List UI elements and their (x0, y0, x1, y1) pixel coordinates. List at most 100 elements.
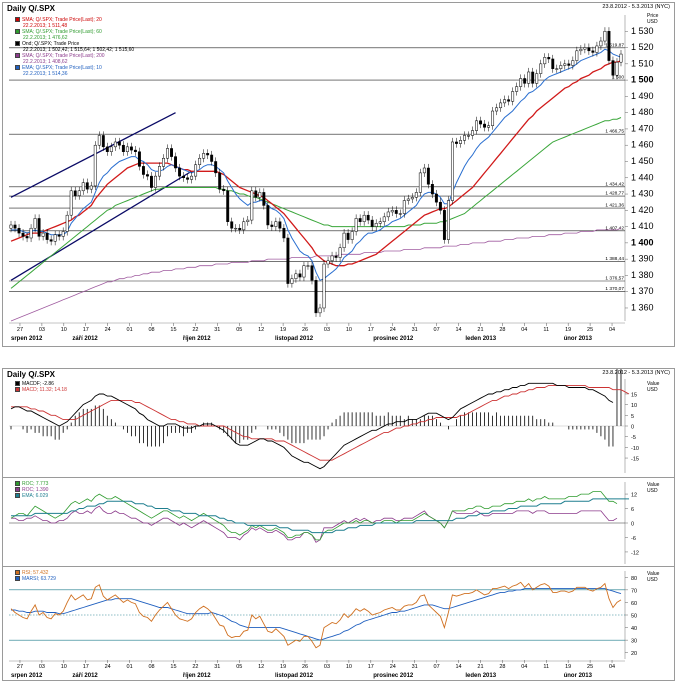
legend-entry: EMA; 6.029 (15, 493, 48, 499)
candle-body (338, 247, 342, 258)
x-tick-label: 14 (455, 327, 461, 333)
candle-body (190, 175, 194, 180)
roc-y-tick-label: -12 (631, 550, 639, 556)
roc-purple-line (11, 505, 618, 543)
candle-body (583, 47, 587, 50)
candle-body (603, 31, 607, 42)
x-tick-label: 10 (61, 327, 67, 333)
candle-body (162, 157, 165, 167)
candle-body (326, 260, 330, 265)
rsi-y-tick-label: 80 (631, 576, 637, 582)
candle-body (77, 190, 81, 196)
sma20-line (10, 59, 622, 267)
candle-body (210, 154, 214, 162)
x-tick-label: 24 (105, 664, 111, 670)
candle-body (286, 237, 290, 284)
x-month-label: únor 2013 (564, 673, 593, 679)
x-tick-label: 10 (346, 664, 352, 670)
candle-body (266, 205, 270, 226)
x-tick-label: 22 (192, 664, 198, 670)
candle-body (250, 190, 254, 221)
candle-body (37, 218, 41, 237)
candle-body (69, 190, 73, 216)
legend-swatch (15, 576, 20, 581)
candle-body (511, 91, 515, 102)
candle-body (402, 200, 406, 214)
candle-body (97, 135, 101, 146)
candle-body (290, 278, 294, 284)
x-tick-label: 15 (170, 664, 176, 670)
candle-body (611, 60, 615, 76)
candle-body (559, 65, 563, 69)
x-month-label: září 2012 (72, 673, 98, 679)
candle-body (113, 141, 117, 148)
roc-y-tick-label: 6 (631, 507, 634, 513)
x-tick-label: 17 (83, 664, 89, 670)
macd-y-tick-label: -10 (631, 446, 639, 452)
macd-line (10, 382, 614, 470)
candle-body (587, 47, 591, 52)
x-tick-label: 28 (499, 327, 505, 333)
candle-body (137, 151, 141, 167)
candle-body (495, 107, 499, 112)
candle-body (254, 190, 258, 198)
legend-swatch (15, 41, 20, 46)
x-tick-label: 31 (214, 327, 220, 333)
x-tick-label: 19 (280, 664, 286, 670)
price-y-tick-label: 1 450 (631, 156, 654, 166)
macd-signal-line (11, 384, 630, 461)
candle-body (491, 110, 495, 126)
horizontal-level-label: 1 519,87 (605, 42, 624, 48)
candle-body (242, 221, 246, 231)
candle-body (17, 227, 21, 234)
horizontal-level-label: 1 376,57 (605, 276, 624, 282)
candle-body (394, 210, 398, 214)
x-tick-label: 12 (258, 664, 264, 670)
rsi-y-tick-label: 70 (631, 588, 637, 594)
x-tick-label: 31 (412, 327, 418, 333)
x-tick-label: 15 (170, 327, 176, 333)
x-tick-label: 04 (609, 327, 615, 333)
candle-body (29, 227, 33, 239)
roc-axis-unit: USD (647, 488, 658, 494)
legend-swatch (15, 387, 20, 392)
horizontal-level-label: 1 434,42 (605, 181, 624, 187)
candle-body (426, 167, 430, 185)
candle-body (109, 146, 113, 152)
rsi-y-tick-label: 40 (631, 626, 637, 632)
legend-swatch (15, 481, 20, 486)
candle-body (579, 48, 583, 52)
price-y-tick-label: 1 510 (631, 58, 654, 68)
legend-entry: SMA; Q/.SPX; Trade Price(Last); 20 (15, 17, 134, 23)
candle-body (450, 141, 454, 201)
x-month-label: únor 2013 (564, 336, 593, 342)
x-month-label: leden 2013 (465, 336, 496, 342)
macd-axis-unit: USD (647, 387, 658, 393)
rsi-legend: RSI; 57.432 MARSI; 63.729 (15, 570, 56, 582)
candle-body (133, 149, 137, 152)
candle-body (306, 265, 310, 267)
legend-swatch (15, 487, 20, 492)
x-month-label: srpen 2012 (11, 336, 43, 342)
candle-body (270, 224, 274, 227)
x-tick-label: 19 (565, 327, 571, 333)
candle-body (342, 232, 346, 249)
candle-body (194, 164, 198, 177)
legend-label: MACD; 11.32; 14.18 (22, 387, 67, 393)
candle-body (555, 68, 559, 70)
candle-body (202, 153, 206, 159)
candle-body (446, 200, 450, 240)
legend-entry: ROC; 7.773 (15, 481, 48, 487)
price-y-tick-label: 1 490 (631, 91, 654, 101)
macd-y-tick-label: 0 (631, 425, 634, 431)
candle-body (81, 182, 85, 192)
candle-body (535, 73, 539, 84)
candle-body (41, 232, 45, 237)
x-tick-label: 12 (258, 327, 264, 333)
roc-ema-line (11, 498, 629, 534)
horizontal-level-label: 1 407,42 (605, 225, 624, 231)
